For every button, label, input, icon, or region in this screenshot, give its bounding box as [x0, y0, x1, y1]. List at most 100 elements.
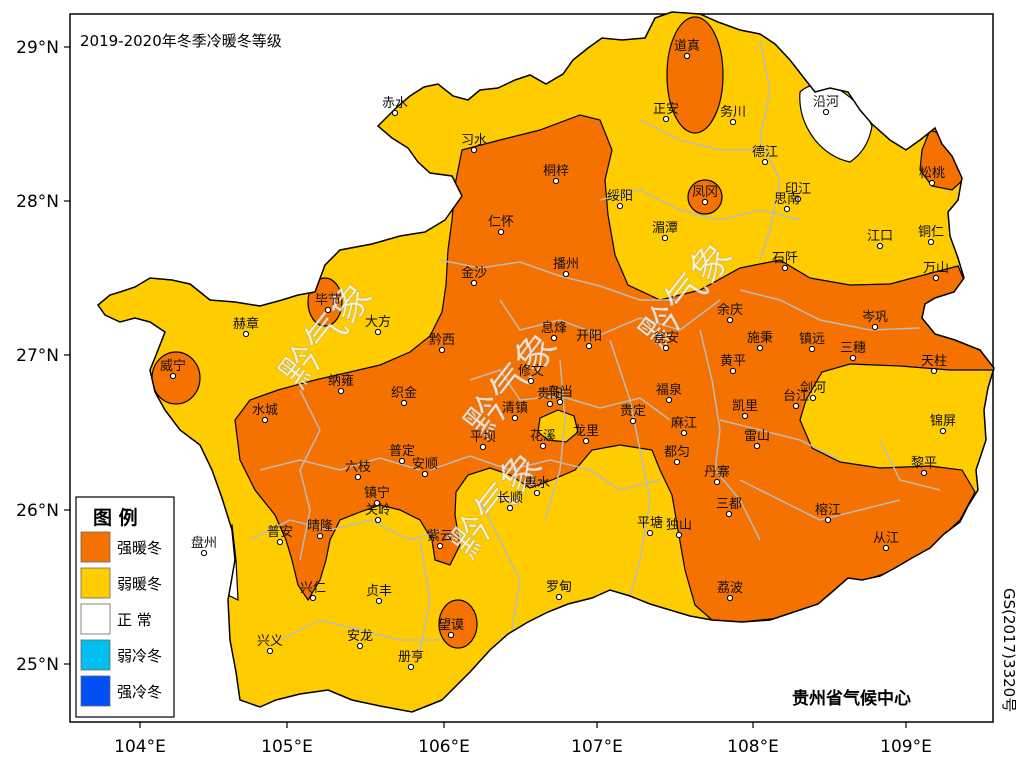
station-marker: 印江 — [785, 182, 811, 203]
station-marker: 锦屏 — [930, 414, 956, 435]
station-marker: 沿河 — [813, 95, 839, 116]
station-label: 独山 — [666, 518, 692, 533]
county-border — [699, 329, 761, 541]
map-code: GS(2017)3320号 — [1000, 588, 1018, 712]
station-dot — [849, 354, 857, 362]
station-label: 织金 — [391, 385, 417, 401]
station-dot — [701, 198, 709, 206]
station-label: 余庆 — [717, 302, 743, 318]
station-marker: 纳雍 — [328, 373, 354, 395]
station-marker: 惠水 — [524, 476, 550, 497]
station-dot — [556, 398, 564, 406]
station-dot — [479, 443, 487, 451]
station-label: 贵阳 — [537, 387, 563, 402]
station-marker: 册亨 — [398, 649, 424, 671]
station-dot — [356, 642, 364, 650]
station-dot — [871, 323, 879, 331]
weak-warm-enclave-huaxi — [537, 409, 579, 443]
station-dot — [729, 367, 737, 375]
station-marker: 余庆 — [717, 302, 743, 324]
station-label: 从江 — [873, 531, 899, 546]
station-marker: 织金 — [391, 385, 417, 407]
station-marker: 紫云 — [427, 529, 453, 550]
station-dot — [470, 279, 478, 287]
station-dot — [673, 458, 681, 466]
legend-label: 弱暖冬 — [117, 575, 162, 593]
station-label: 威宁 — [160, 358, 186, 374]
station-label: 普安 — [267, 525, 293, 540]
station-marker: 黄平 — [720, 354, 746, 375]
x-tick-label: 108°E — [727, 737, 779, 757]
station-dot — [506, 504, 514, 512]
station-marker: 台江 — [783, 389, 809, 410]
station-marker: 镇宁 — [364, 485, 390, 507]
station-label: 荔波 — [717, 581, 743, 596]
station-label: 镇宁 — [364, 485, 390, 501]
station-label: 仁怀 — [488, 215, 514, 230]
station-marker: 黔西 — [429, 333, 455, 354]
station-dot — [680, 429, 688, 437]
station-marker: 平塘 — [637, 515, 663, 537]
station-dot — [447, 631, 455, 639]
station-dot — [756, 344, 764, 352]
station-dot — [675, 531, 683, 539]
station-marker: 大方 — [365, 314, 391, 336]
y-tick-label: 28°N — [16, 192, 59, 212]
station-dot — [337, 387, 345, 395]
x-tick-label: 107°E — [571, 737, 623, 757]
station-marker: 毕节 — [315, 293, 341, 314]
legend-swatch — [80, 567, 111, 599]
station-label: 册亨 — [398, 649, 424, 665]
station-label: 铜仁 — [918, 225, 944, 240]
station-label: 紫云 — [427, 529, 453, 544]
station-marker: 丹寨 — [704, 464, 730, 486]
county-border — [499, 299, 721, 336]
station-dot — [876, 242, 884, 250]
station-marker: 贞丰 — [366, 584, 392, 605]
station-label: 印江 — [785, 182, 811, 197]
station-dot — [421, 470, 429, 478]
station-marker: 岑巩 — [862, 310, 888, 331]
station-dot — [822, 108, 830, 116]
station-dot — [725, 510, 733, 518]
station-dot — [374, 328, 382, 336]
station-marker: 剑河 — [800, 380, 826, 402]
station-dot — [316, 532, 324, 540]
station-dot — [646, 529, 654, 537]
station-marker: 绥阳 — [607, 189, 633, 210]
station-label: 都匀 — [664, 445, 690, 460]
station-marker: 黎平 — [911, 456, 937, 477]
station-dot — [741, 412, 749, 420]
station-label: 修文 — [518, 364, 544, 379]
station-label: 三都 — [716, 497, 742, 512]
station-label: 松桃 — [919, 166, 945, 181]
station-marker: 望谟 — [438, 617, 464, 639]
station-marker: 六枝 — [345, 460, 371, 481]
station-marker: 道真 — [674, 39, 700, 60]
station-marker: 贵定 — [620, 404, 646, 425]
station-marker: 凯里 — [732, 399, 758, 420]
station-dot — [400, 399, 408, 407]
station-dot — [882, 544, 890, 552]
station-marker: 普定 — [389, 444, 415, 465]
station-dot — [169, 372, 177, 380]
legend-label: 弱冷冬 — [117, 647, 162, 665]
station-dot — [276, 538, 284, 546]
station-label: 普定 — [389, 444, 415, 459]
station-marker: 息烽 — [541, 320, 567, 342]
x-tick-label: 109°E — [880, 737, 932, 757]
legend-label: 正 常 — [117, 611, 152, 629]
station-marker: 天柱 — [921, 354, 947, 375]
station-dot — [436, 542, 444, 550]
station-marker: 花溪 — [530, 428, 556, 450]
station-label: 六枝 — [345, 460, 371, 475]
station-dot — [661, 234, 669, 242]
station-label: 麻江 — [671, 416, 697, 431]
station-label: 黎平 — [911, 456, 937, 471]
county-border — [609, 339, 651, 597]
station-marker: 松桃 — [919, 166, 945, 187]
station-label: 兴义 — [257, 634, 283, 649]
station-dot — [497, 228, 505, 236]
station-label: 长顺 — [497, 491, 523, 506]
